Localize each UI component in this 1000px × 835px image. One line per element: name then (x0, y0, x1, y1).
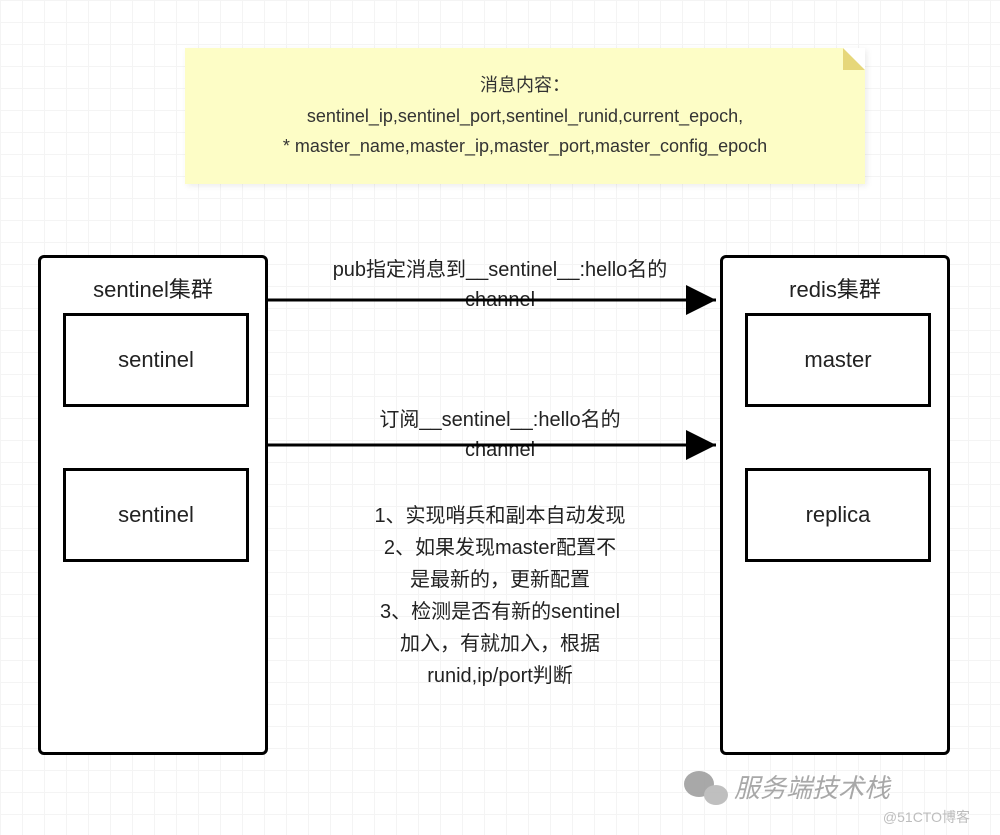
sentinel-box-1: sentinel (63, 313, 249, 407)
note-line1: 消息内容： (215, 70, 835, 101)
redis-cluster: redis集群 master replica (720, 255, 950, 755)
replica-box: replica (745, 468, 931, 562)
redis-cluster-title: redis集群 (723, 272, 947, 304)
note-line2: sentinel_ip,sentinel_port,sentinel_runid… (215, 101, 835, 132)
wechat-watermark: 服务端技术栈 (684, 768, 890, 805)
sentinel-cluster-title: sentinel集群 (41, 272, 265, 304)
discovery-list: 1、实现哨兵和副本自动发现 2、如果发现master配置不 是最新的，更新配置 … (330, 500, 670, 692)
wechat-text: 服务端技术栈 (734, 768, 890, 805)
replica-box-label: replica (806, 502, 871, 528)
sub-arrow-label: 订阅__sentinel__:hello名的 channel (340, 405, 660, 465)
sentinel-box-2: sentinel (63, 468, 249, 562)
master-box-label: master (804, 347, 871, 373)
message-note: 消息内容： sentinel_ip,sentinel_port,sentinel… (185, 48, 865, 184)
note-line3: * master_name,master_ip,master_port,mast… (215, 131, 835, 162)
sentinel-box-2-label: sentinel (118, 502, 194, 528)
master-box: master (745, 313, 931, 407)
sentinel-box-1-label: sentinel (118, 347, 194, 373)
cto-watermark: @51CTO博客 (883, 807, 970, 827)
sentinel-cluster: sentinel集群 sentinel sentinel (38, 255, 268, 755)
wechat-icon (684, 769, 728, 805)
pub-arrow-label: pub指定消息到__sentinel__:hello名的 channel (300, 255, 700, 315)
